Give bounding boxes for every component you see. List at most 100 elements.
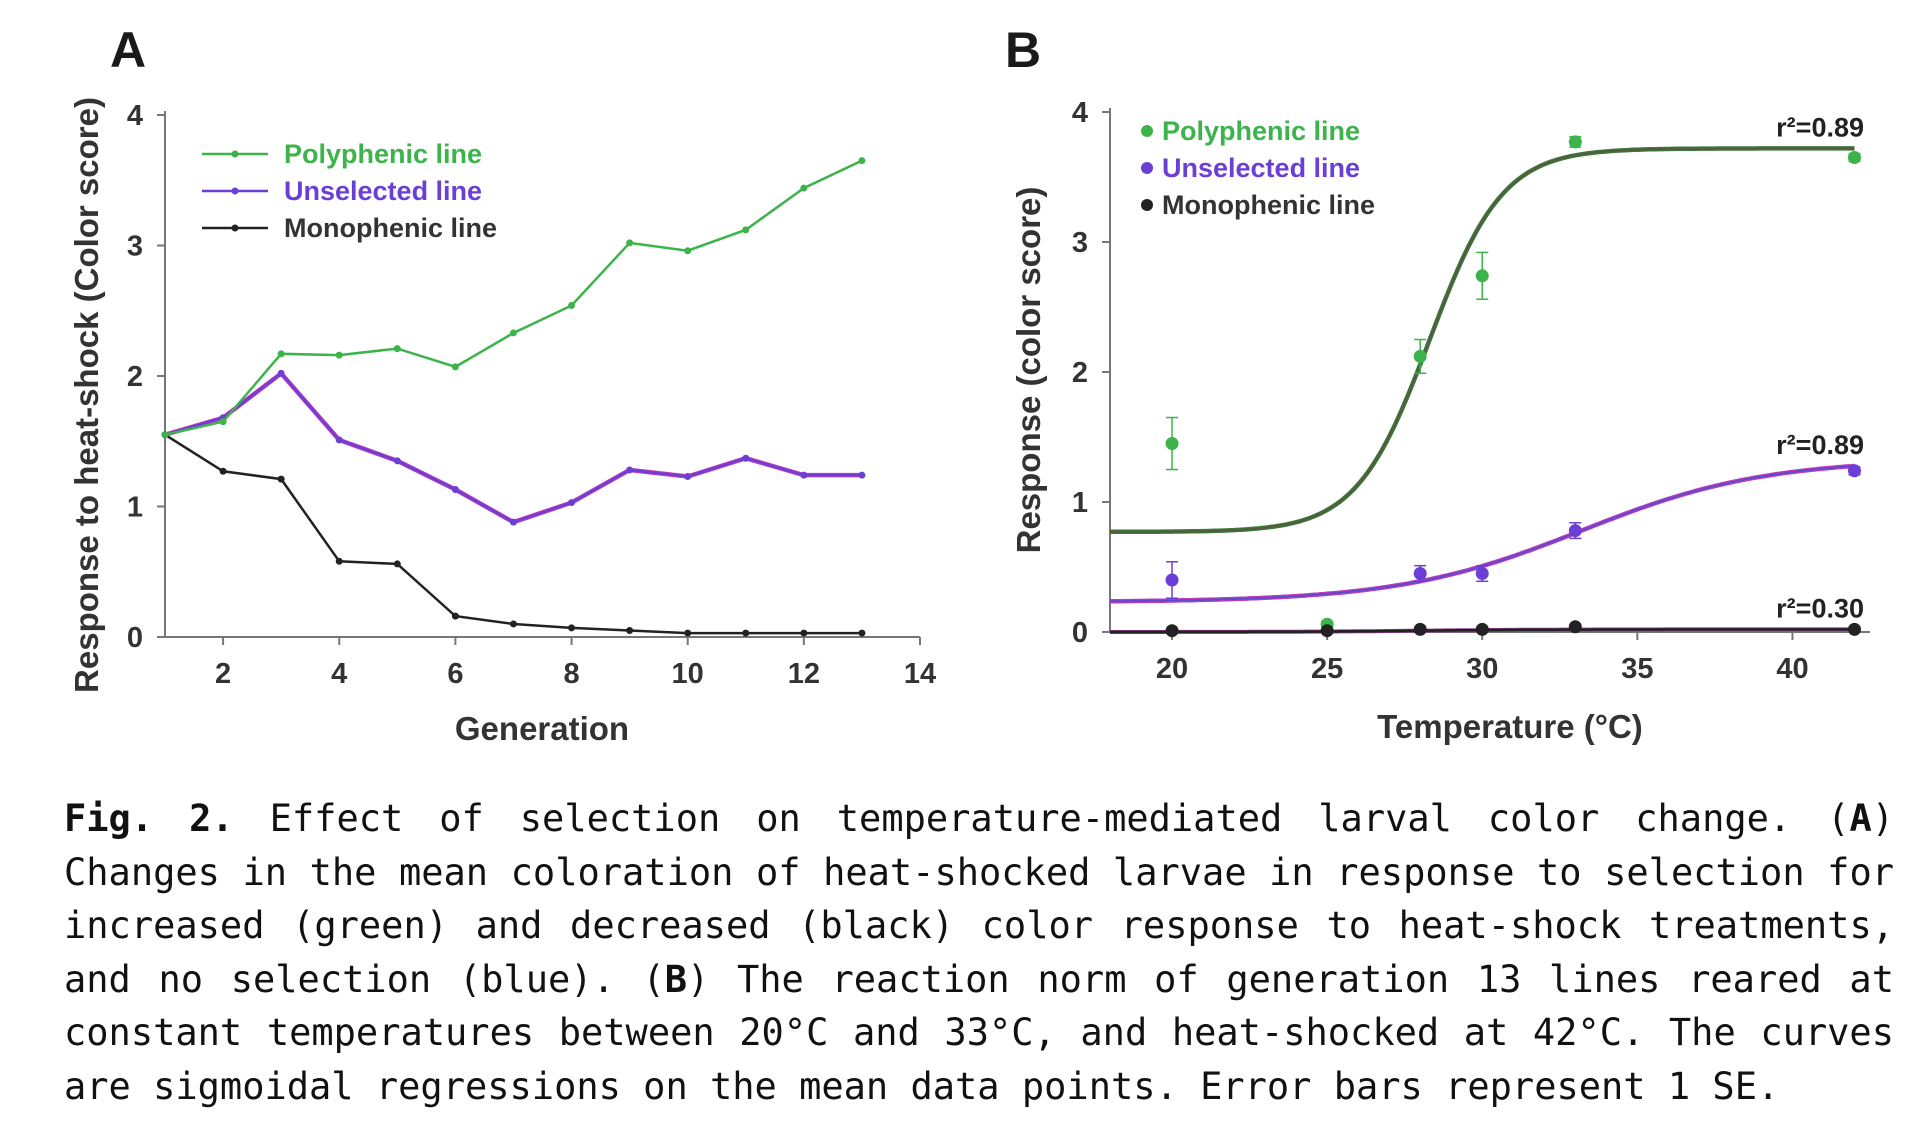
panel-b-fit-curve-polyphenic	[1110, 147, 1855, 533]
panel-a-xtick-label: 12	[788, 658, 820, 690]
panel-b-point-monophenic	[1413, 622, 1427, 636]
panel-b-point-polyphenic	[1475, 269, 1489, 283]
panel-a-legend-label-monophenic: Monophenic line	[284, 213, 497, 243]
panel-a-point-unselected	[684, 472, 692, 480]
panel-a-point-monophenic	[451, 612, 459, 620]
panel-a-point-unselected	[568, 499, 576, 507]
panel-b-legend-marker-unselected	[1141, 162, 1153, 174]
panel-a-xtick-label: 8	[563, 658, 579, 690]
panel-a-legend-marker-monophenic	[231, 224, 239, 232]
panel-b-legend-marker-polyphenic	[1141, 125, 1153, 137]
panel-a-legend-label-polyphenic: Polyphenic line	[284, 139, 482, 169]
panel-a-point-unselected	[626, 466, 634, 474]
panel-b-r2-unselected: r²=0.89	[1776, 430, 1864, 460]
panel-b-point-polyphenic	[1165, 437, 1179, 450]
panel-a-point-polyphenic	[568, 302, 576, 310]
caption-label: Fig. 2.	[64, 797, 234, 840]
panel-b-point-monophenic	[1568, 620, 1582, 634]
panel-b-r2-monophenic: r²=0.30	[1776, 593, 1864, 623]
panel-b-legend-label-unselected: Unselected line	[1162, 153, 1360, 183]
panel-b-legend-label-polyphenic: Polyphenic line	[1162, 116, 1360, 146]
panel-a-point-polyphenic	[393, 345, 401, 353]
panel-a-xtick-label: 4	[331, 658, 347, 690]
panel-a-point-monophenic	[800, 629, 808, 637]
panel-b-axes: 0 1 2 3 4 20 25 30 35 40	[1072, 97, 1870, 685]
panel-a-point-unselected	[742, 454, 750, 462]
panel-a-legend-label-unselected: Unselected line	[284, 176, 482, 206]
panel-a-point-polyphenic	[684, 247, 692, 255]
panel-b-point-polyphenic	[1413, 349, 1427, 363]
panel-b-xtick-label: 40	[1776, 653, 1808, 685]
panel-b-xtick-label: 35	[1621, 653, 1653, 685]
panel-b-point-unselected	[1475, 567, 1489, 580]
panel-a-ytick-label: 1	[127, 492, 143, 524]
panel-b-ytick-label: 0	[1072, 617, 1088, 649]
panel-b-r2-polyphenic: r²=0.89	[1776, 112, 1864, 142]
panel-a-point-polyphenic	[335, 351, 343, 359]
panel-a-legend: Polyphenic line Unselected line Monophenic…	[202, 139, 497, 243]
panel-b-legend-marker-monophenic	[1141, 199, 1153, 211]
panel-a-letter: A	[110, 22, 146, 78]
panel-a-point-unselected	[393, 457, 401, 465]
panel-b-point-polyphenic	[1568, 135, 1582, 149]
panel-a-point-polyphenic	[161, 431, 169, 439]
panel-b-xlabel: Temperature (°C)	[1377, 708, 1643, 745]
panel-a-point-monophenic	[684, 629, 692, 637]
panel-a-point-polyphenic	[858, 157, 866, 165]
panel-a-legend-marker-polyphenic	[231, 150, 239, 158]
panel-a-point-monophenic	[335, 557, 343, 565]
panel-b-r2-labels: r²=0.89 r²=0.89 r²=0.30	[1776, 112, 1864, 623]
panel-a-point-unselected	[509, 518, 517, 526]
panel-a-point-polyphenic	[509, 329, 517, 337]
panel-a-xtick-label: 10	[672, 658, 704, 690]
panel-a-series-line-unselected-shadow	[164, 370, 862, 525]
panel-a-point-polyphenic	[277, 350, 285, 358]
panel-a-point-polyphenic	[800, 184, 808, 192]
caption-text-2: ) Changes in the mean coloration of heat…	[64, 797, 1895, 1001]
panel-a-point-monophenic	[626, 626, 634, 634]
panel-b-point-unselected	[1847, 464, 1861, 478]
panel-b-point-unselected	[1568, 524, 1582, 538]
panel-b-xtick-label: 25	[1311, 653, 1343, 685]
panel-a-point-monophenic	[509, 620, 517, 628]
panel-a-point-monophenic	[219, 467, 227, 475]
panel-a-point-unselected	[335, 436, 343, 444]
panel-b-point-monophenic	[1847, 622, 1861, 636]
panel-b-ytick-label: 2	[1072, 357, 1088, 389]
panel-a-xlabel: Generation	[455, 710, 629, 747]
caption-b: B	[664, 957, 688, 1001]
panel-a-xtick-label: 2	[215, 658, 231, 690]
panel-b: B 0 1 2 3 4 20 25 30 35 40 Polyphenic line Unselec…	[1005, 22, 1870, 745]
panel-a-point-polyphenic	[626, 239, 634, 247]
panel-a-point-polyphenic	[219, 418, 227, 426]
panel-b-point-monophenic	[1320, 624, 1334, 638]
panel-a-ytick-label: 0	[127, 622, 143, 654]
panel-b-points	[1165, 135, 1861, 638]
panel-b-letter: B	[1005, 22, 1041, 78]
panel-a-point-monophenic	[393, 560, 401, 568]
panel-a-series-line-unselected	[164, 371, 862, 524]
panel-a-legend-marker-unselected	[231, 187, 239, 195]
panel-b-ytick-label: 3	[1072, 227, 1088, 259]
panel-a-point-unselected	[277, 369, 285, 377]
panel-a-series-line-polyphenic	[164, 159, 863, 436]
panel-a-point-monophenic	[858, 629, 866, 637]
panel-a-point-monophenic	[277, 475, 285, 483]
figure-caption: Fig. 2. Effect of selection on temperatu…	[64, 792, 1894, 1113]
panel-b-ylabel: Response (color score)	[1010, 187, 1047, 554]
caption-text-3: ) The reaction norm of generation 13 lin…	[64, 957, 1894, 1108]
caption-text-1: Effect of selection on temperature-media…	[233, 797, 1850, 840]
panel-b-point-polyphenic	[1847, 151, 1861, 164]
caption-a: A	[1849, 797, 1872, 840]
panel-a-ytick-label: 4	[127, 100, 143, 132]
panel-b-point-unselected	[1165, 573, 1179, 587]
panel-a-point-unselected	[858, 471, 866, 479]
panel-b-fit-curves	[1110, 146, 1855, 634]
panel-a-point-polyphenic	[451, 363, 459, 371]
panel-a-ylabel: Response to heat-shock (Color score)	[68, 97, 105, 693]
panel-a-xtick-label: 14	[904, 658, 936, 690]
panel-a-point-unselected	[800, 471, 808, 479]
panel-a-xtick-label: 6	[447, 658, 463, 690]
